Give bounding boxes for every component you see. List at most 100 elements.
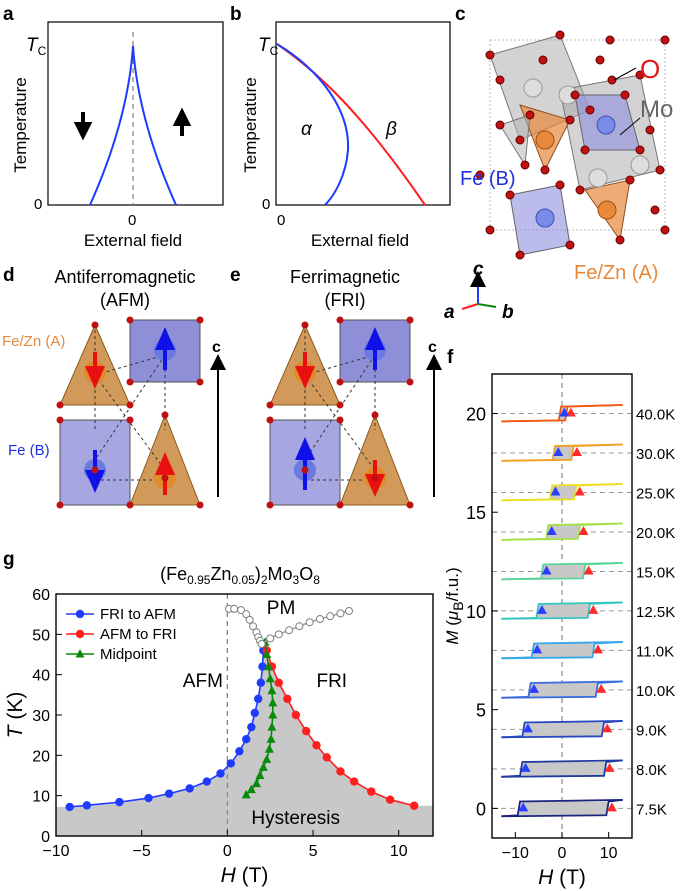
data-point	[267, 685, 277, 695]
fri-to-afm-marker	[532, 644, 543, 654]
oxygen-atom	[406, 378, 414, 386]
data-point	[295, 622, 304, 631]
afm-to-fri-marker	[583, 565, 594, 575]
x-tick-label: −10	[502, 845, 529, 862]
oxygen-atom	[336, 401, 344, 409]
x-tick-label: 5	[309, 843, 318, 860]
data-point	[185, 784, 194, 793]
data-point	[115, 797, 124, 807]
spin-down-arrow-icon	[73, 112, 93, 141]
panel-a-x-zero: 0	[128, 212, 136, 229]
afm-to-fri-marker	[606, 802, 617, 812]
data-point	[247, 722, 256, 732]
oxygen-atom	[620, 90, 630, 100]
fe-zn-a-atom	[535, 130, 555, 150]
oxygen-atom	[406, 501, 414, 509]
oxygen-atom	[615, 235, 625, 245]
oxygen-atom	[605, 35, 615, 45]
data-point	[274, 630, 283, 639]
oxygen-atom	[538, 55, 548, 65]
y-tick-label: 60	[32, 587, 50, 604]
mo-leader-line	[619, 117, 641, 136]
data-point	[254, 694, 263, 704]
data-point	[258, 762, 268, 771]
legend-marker	[75, 649, 85, 658]
legend-label: AFM to FRI	[100, 626, 177, 643]
loop-down-branch	[501, 443, 623, 462]
panel-b-beta-boundary	[276, 43, 426, 206]
afm-to-fri-marker	[571, 446, 582, 456]
oxygen-atom	[336, 378, 344, 386]
panel-a-xlabel: External field	[84, 231, 182, 250]
data-point	[349, 777, 359, 786]
data-point	[226, 759, 235, 768]
loop-temperature-label: 20.0K	[636, 525, 675, 542]
panel-a-left-curve	[89, 45, 134, 206]
y-tick-label: 0	[476, 799, 486, 819]
panel-b-beta: β	[385, 119, 397, 140]
fri-to-afm-marker	[553, 446, 564, 456]
data-point	[216, 769, 225, 778]
data-point	[257, 640, 266, 649]
loop-down-branch	[501, 404, 623, 423]
x-tick-label: 0	[558, 845, 567, 862]
data-point	[245, 615, 254, 624]
oxygen-atom	[565, 115, 575, 125]
loop-temperature-label: 30.0K	[636, 446, 675, 463]
data-point	[268, 697, 278, 707]
oxygen-atom	[485, 225, 495, 235]
b-axis-arrow	[477, 303, 497, 308]
region-fri-label: FRI	[316, 671, 347, 692]
oxygen-atom	[161, 474, 169, 482]
region-pm-label: PM	[267, 598, 296, 619]
oxygen-atom	[635, 145, 645, 155]
panel-d-label: d	[3, 265, 15, 286]
oxygen-atom	[585, 105, 595, 115]
oxygen-atom	[196, 501, 204, 509]
oxygen-atom	[91, 321, 99, 329]
panel-b-xlabel: External field	[311, 231, 409, 250]
data-point	[258, 662, 267, 671]
panel-a-tc: TC	[26, 35, 47, 58]
oxygen-atom	[371, 474, 379, 482]
data-point	[241, 789, 251, 799]
panel-d-title: Antiferromagnetic	[54, 267, 195, 287]
panel-d: d Antiferromagnetic (AFM) Fe/Zn (A) Fe (…	[2, 265, 226, 509]
loop-temperature-label: 25.0K	[636, 485, 675, 502]
axis-c-label: c	[473, 259, 484, 280]
loop-hysteresis-area	[541, 564, 586, 579]
legend-label: FRI to AFM	[100, 606, 176, 623]
afm-to-fri-marker	[602, 723, 613, 733]
oxygen-atom	[336, 416, 344, 424]
oxygen-atom	[301, 321, 309, 329]
data-point	[322, 753, 331, 762]
label-fe-zn-a: Fe/Zn (A)	[574, 262, 658, 284]
panel-c-label: c	[455, 4, 466, 25]
label-fe-zn-a: Fe/Zn (A)	[2, 333, 65, 350]
loop-hysteresis-area	[522, 722, 604, 737]
oxygen-atom	[266, 401, 274, 409]
afm-to-fri-marker	[604, 762, 615, 772]
panel-f: f 7.5K 8.0K 9.0K 10.0K 11.0K 12.5K 15.0K 20.0K 2…	[443, 347, 675, 889]
oxygen-atom	[371, 411, 379, 419]
oxygen-atom	[645, 125, 655, 135]
data-point	[242, 735, 251, 744]
loop-temperature-label: 12.5K	[636, 604, 675, 621]
data-point	[250, 708, 259, 718]
oxygen-atom	[607, 75, 617, 85]
data-point	[283, 694, 292, 704]
spin-up-arrow-icon	[172, 107, 192, 136]
panel-g-title: (Fe0.95Zn0.05)2Mo3O8	[160, 564, 320, 587]
fri-to-afm-marker	[518, 802, 529, 812]
oxygen-atoms	[475, 30, 670, 260]
oxygen-atom	[196, 316, 204, 324]
x-tick-label: −10	[42, 843, 69, 860]
panel-b-alpha: α	[301, 119, 313, 140]
y-tick-label: 10	[466, 602, 486, 622]
data-point	[264, 744, 274, 753]
data-point	[144, 793, 153, 803]
region-afm-label: AFM	[183, 671, 223, 692]
data-point	[262, 649, 272, 658]
panel-f-ylabel: M (μB/f.u.)	[443, 567, 466, 644]
data-point	[235, 747, 244, 756]
